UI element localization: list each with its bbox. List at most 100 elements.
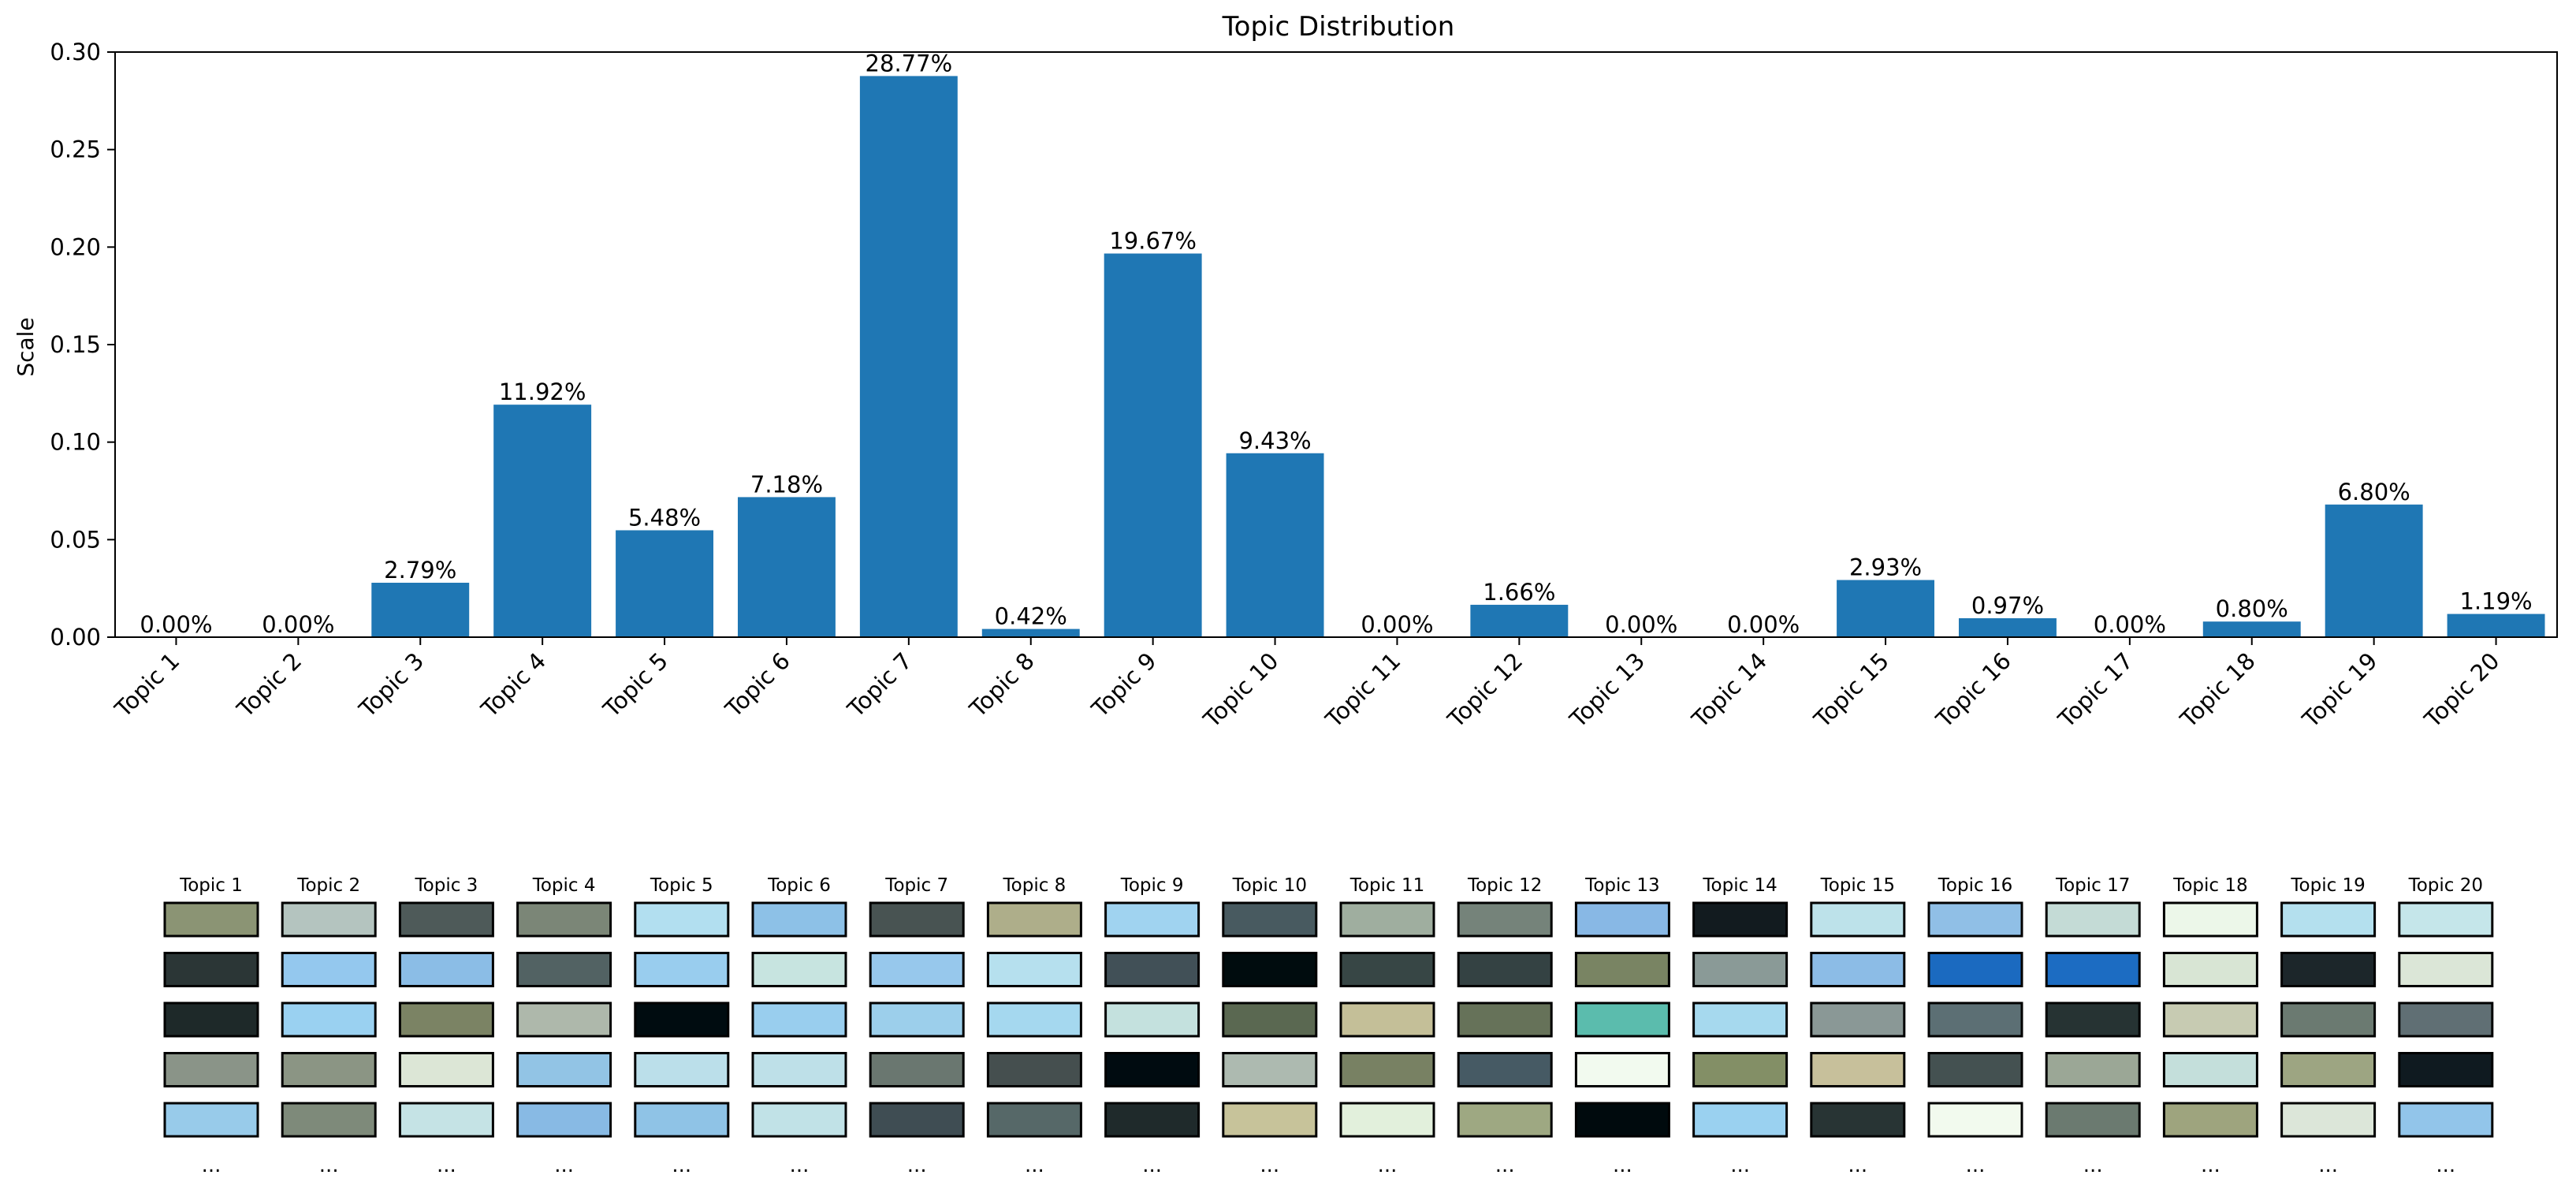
bar-data-label: 1.19% (2459, 588, 2532, 615)
palette-topic-label: Topic 8 (1003, 875, 1067, 896)
palette-topic-label: Topic 3 (415, 875, 478, 896)
bar-topic-7 (859, 76, 958, 638)
palette-column-topic-9: Topic 9... (1104, 875, 1201, 1177)
color-swatch (1222, 1001, 1318, 1038)
color-swatch (163, 952, 259, 987)
color-swatch (516, 1102, 612, 1138)
palette-more-indicator: ... (1848, 1154, 1867, 1177)
palette-more-indicator: ... (1730, 1154, 1750, 1177)
color-swatch (986, 1102, 1082, 1138)
color-swatch (1339, 1001, 1435, 1038)
bar-topic-5 (616, 530, 714, 637)
color-swatch (398, 901, 494, 938)
palette-topic-label: Topic 7 (884, 875, 948, 896)
color-swatch (163, 901, 259, 938)
x-tick-label: Topic 9 (1086, 647, 1162, 723)
x-tick-label: Topic 11 (1320, 647, 1405, 733)
color-swatch (2045, 952, 2141, 987)
palette-topic-label: Topic 10 (1232, 875, 1307, 896)
color-swatch (1104, 1001, 1201, 1038)
color-swatch (1927, 1102, 2023, 1138)
palette-column-topic-1: Topic 1... (163, 875, 259, 1177)
color-swatch (281, 952, 377, 987)
x-tick-label: Topic 17 (2053, 647, 2139, 733)
color-swatch (1574, 901, 1670, 938)
bar-data-label: 5.48% (628, 504, 701, 531)
bar-data-label: 0.00% (262, 611, 334, 638)
palette-topic-label: Topic 19 (2290, 875, 2365, 896)
palette-more-indicator: ... (1260, 1154, 1279, 1177)
color-swatch (869, 1102, 965, 1138)
palette-more-indicator: ... (790, 1154, 810, 1177)
x-tick-label: Topic 16 (1930, 647, 2016, 733)
color-swatch (2045, 1001, 2141, 1038)
color-swatch (1810, 1102, 1906, 1138)
color-swatch (1339, 952, 1435, 987)
color-swatch (1104, 1102, 1201, 1138)
color-swatch (1222, 952, 1318, 987)
palette-more-indicator: ... (1966, 1154, 1986, 1177)
color-swatch (1692, 1102, 1789, 1138)
bar-data-label: 0.00% (1605, 611, 1677, 638)
palette-topic-label: Topic 17 (2055, 875, 2130, 896)
color-swatch (398, 1102, 494, 1138)
bar-topic-12 (1470, 604, 1569, 637)
bar-topic-8 (981, 628, 1080, 637)
color-swatch (516, 901, 612, 938)
palette-more-indicator: ... (2318, 1154, 2338, 1177)
bar-topic-9 (1104, 253, 1202, 637)
color-swatch (869, 1001, 965, 1038)
palette-more-indicator: ... (554, 1154, 574, 1177)
palette-topic-label: Topic 16 (1938, 875, 2012, 896)
palette-topic-label: Topic 18 (2172, 875, 2247, 896)
palette-more-indicator: ... (672, 1154, 691, 1177)
color-swatch (2280, 952, 2377, 987)
bar-data-label: 1.66% (1483, 579, 1555, 606)
bar-data-label: 2.79% (384, 557, 456, 584)
color-swatch (281, 1102, 377, 1138)
color-swatch (1457, 901, 1553, 938)
color-swatch (1104, 901, 1201, 938)
bar-data-label: 0.97% (1971, 592, 2044, 619)
palette-topic-label: Topic 9 (1120, 875, 1184, 896)
palette-column-topic-15: Topic 15... (1810, 875, 1906, 1177)
palette-column-topic-3: Topic 3... (398, 875, 494, 1177)
bar-data-label: 0.00% (1361, 611, 1433, 638)
color-swatch (986, 901, 1082, 938)
color-swatch (1927, 1001, 2023, 1038)
palette-more-indicator: ... (437, 1154, 456, 1177)
color-swatch (2045, 1102, 2141, 1138)
chart-title: Topic Distribution (1222, 11, 1455, 43)
color-swatch (281, 1052, 377, 1087)
color-swatch (163, 1102, 259, 1138)
x-tick-label: Topic 13 (1564, 647, 1650, 733)
color-swatch (986, 1001, 1082, 1038)
palette-topic-label: Topic 11 (1349, 875, 1424, 896)
palette-column-topic-5: Topic 5... (634, 875, 730, 1177)
x-tick-label: Topic 8 (964, 647, 1040, 723)
color-swatch (1692, 1052, 1789, 1087)
bar-data-label: 28.77% (865, 50, 953, 76)
palette-more-indicator: ... (2436, 1154, 2455, 1177)
x-tick-label: Topic 5 (597, 647, 673, 723)
color-swatch (1574, 1052, 1670, 1087)
color-swatch (1104, 952, 1201, 987)
bar-topic-20 (2447, 614, 2545, 637)
color-swatch (2398, 1001, 2494, 1038)
color-swatch (2280, 901, 2377, 938)
color-swatch (1810, 901, 1906, 938)
color-swatch (751, 952, 847, 987)
x-tick-label: Topic 3 (353, 647, 429, 723)
x-tick-label: Topic 7 (842, 647, 918, 723)
bar-topic-18 (2202, 621, 2301, 637)
color-swatch (1927, 901, 2023, 938)
x-tick-label: Topic 2 (231, 647, 307, 723)
palette-column-topic-13: Topic 13... (1574, 875, 1670, 1177)
x-tick-label: Topic 6 (720, 647, 795, 723)
color-swatch (634, 1052, 730, 1087)
palette-topic-label: Topic 12 (1467, 875, 1542, 896)
color-swatch (1692, 901, 1789, 938)
color-swatch (2280, 1102, 2377, 1138)
palette-topic-label: Topic 4 (532, 875, 596, 896)
y-tick-label: 0.15 (50, 331, 101, 358)
